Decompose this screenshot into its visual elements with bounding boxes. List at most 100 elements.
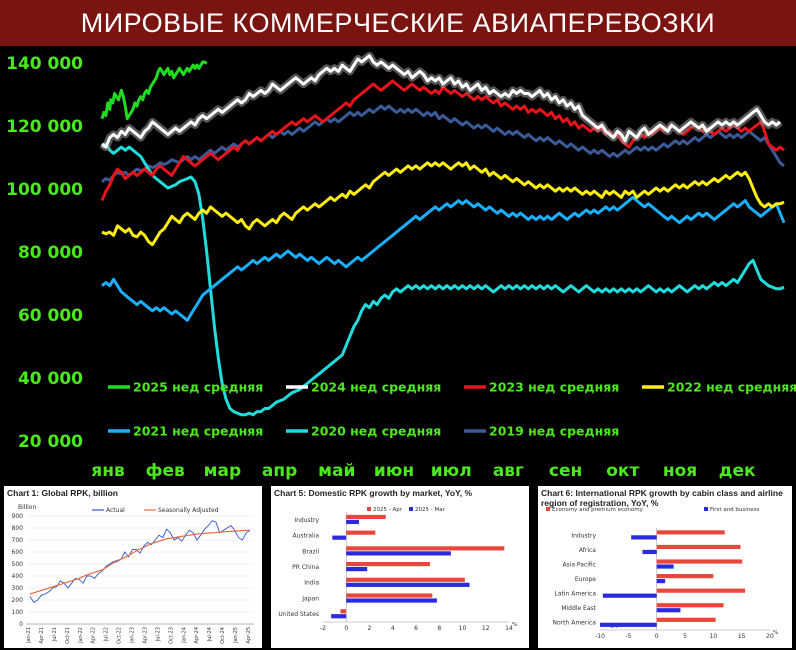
y-axis-ticks: 20 000 40 000 60 000 80 000 100 000 120 000 14… (6, 54, 83, 452)
x-tick-label: 14 (505, 625, 513, 632)
legend: 2025 нед средняя 2024 нед средняя 2023 нед… (108, 380, 796, 439)
y-tick-label: 40 000 (18, 369, 83, 389)
y-tick-label: 800 (12, 525, 24, 532)
x-tick-label: Jan-21 (26, 627, 32, 644)
x-tick-label: -5 (625, 633, 631, 640)
category-label: Middle East (561, 605, 596, 612)
month-label: май (318, 461, 355, 481)
legend-label: 2022 нед средняя (667, 380, 796, 395)
chart5-title: Chart 5: Domestic RPK growth by market, … (274, 488, 473, 498)
x-tick-label: Jul-22 (104, 627, 110, 642)
bar-1 (331, 614, 347, 619)
x-tick-label: 20 (766, 633, 774, 640)
bar-1 (656, 608, 681, 613)
y-tick-label: 900 (12, 513, 24, 520)
x-tick-label: 4 (391, 625, 395, 632)
bar-0 (346, 577, 465, 582)
legend-label: Seasonally Adjusted (158, 507, 219, 514)
category-label: North America (553, 620, 597, 627)
bar-1 (346, 551, 451, 556)
y-tick-label: 120 000 (6, 117, 83, 137)
legend-label: 2024 нед средняя (311, 380, 441, 395)
month-label: мар (204, 461, 242, 481)
bar-0 (346, 514, 386, 520)
legend-label: 2025 - Mar (415, 507, 446, 513)
x-tick-label: Oct-22 (117, 627, 123, 644)
bar-0 (340, 609, 347, 614)
bar-0 (656, 530, 725, 535)
bar-1 (602, 593, 657, 598)
x-tick-label: Apr-25 (246, 627, 252, 644)
bar-0 (346, 546, 505, 551)
chart1-plot: Billion 0 100 200 300 400 500 600 700 800 900 Jan-2… (12, 504, 254, 644)
x-tick-label: Jan-25 (233, 627, 239, 644)
month-label: янв (91, 461, 125, 481)
x-tick-label: 5 (683, 633, 687, 640)
x-tick-label: 12 (482, 625, 490, 632)
month-label: окт (606, 461, 639, 481)
legend-label: 2020 нед средняя (311, 424, 441, 439)
y-axis-label: Billion (18, 504, 36, 511)
category-label: Industry (571, 532, 596, 539)
category-label: Brazil (302, 548, 319, 555)
series-line-0 (100, 60, 208, 121)
y-tick-label: 60 000 (18, 306, 83, 326)
legend-swatch (546, 507, 550, 511)
annotation-label: -26 (608, 622, 619, 630)
y-tick-label: 300 (12, 585, 24, 592)
legend-swatch (409, 507, 413, 511)
x-tick-label: Oct-23 (168, 627, 174, 644)
legend-label: First and business (710, 507, 760, 513)
y-tick-label: 0 (19, 621, 23, 628)
category-label: Australia (292, 533, 319, 540)
y-tick-label: 80 000 (18, 243, 83, 263)
bar-1 (346, 582, 470, 587)
y-tick-label: 500 (12, 561, 24, 568)
month-label: дек (719, 461, 756, 481)
x-tick-label: 0 (655, 633, 659, 640)
month-label: ноя (663, 461, 697, 481)
x-tick-label: 0 (344, 625, 348, 632)
bar-1 (656, 564, 674, 569)
legend-label: 2025 нед средняя (133, 380, 263, 395)
bar-1 (600, 622, 657, 627)
bar-0 (346, 593, 433, 598)
y-tick-label: 400 (12, 573, 24, 580)
category-label: Japan (301, 595, 319, 602)
category-label: India (304, 580, 319, 587)
chart5-panel: Chart 5: Domestic RPK growth by market, … (271, 486, 529, 648)
x-tick-label: Apr-24 (194, 627, 200, 644)
x-tick-label: -2 (320, 625, 326, 632)
x-tick-label: Apr-21 (39, 627, 45, 644)
bar-1 (346, 519, 360, 525)
series-line-5 (101, 142, 785, 417)
x-tick-label: 6 (414, 625, 418, 632)
y-tick-label: 100 000 (6, 180, 83, 200)
legend-label: 2021 нед средняя (133, 424, 263, 439)
month-label: фев (146, 461, 185, 481)
legend-label: 2023 нед средняя (489, 380, 619, 395)
legend-label: 2025 - Apr (373, 507, 403, 513)
month-label: апр (262, 461, 297, 481)
series-line-0 (29, 520, 251, 604)
x-tick-label: 2 (368, 625, 372, 632)
y-tick-label: 20 000 (18, 432, 83, 452)
unit-label: % (512, 622, 517, 628)
bar-0 (656, 603, 724, 608)
month-label: июл (431, 461, 472, 481)
bar-1 (346, 567, 368, 572)
category-label: Africa (579, 547, 596, 554)
x-tick-label: Oct-24 (220, 627, 226, 644)
x-tick-label: -10 (595, 633, 605, 640)
x-tick-label: Oct-21 (65, 627, 71, 644)
series-glow (99, 51, 783, 152)
bar-0 (656, 588, 746, 593)
x-tick-label: 8 (437, 625, 441, 632)
y-tick-label: 200 (12, 597, 24, 604)
x-tick-label: Apr-22 (91, 627, 97, 644)
chart1-panel: Chart 1: Global RPK, billion Billion 0 100… (4, 486, 262, 648)
bar-0 (346, 530, 376, 535)
chart5-plot: -2 0 2 4 6 8 10 12 14 % Industry Australia Brazil PR … (278, 507, 517, 632)
x-tick-label: Jul-21 (52, 627, 58, 642)
x-tick-label: Jan-23 (130, 627, 136, 644)
